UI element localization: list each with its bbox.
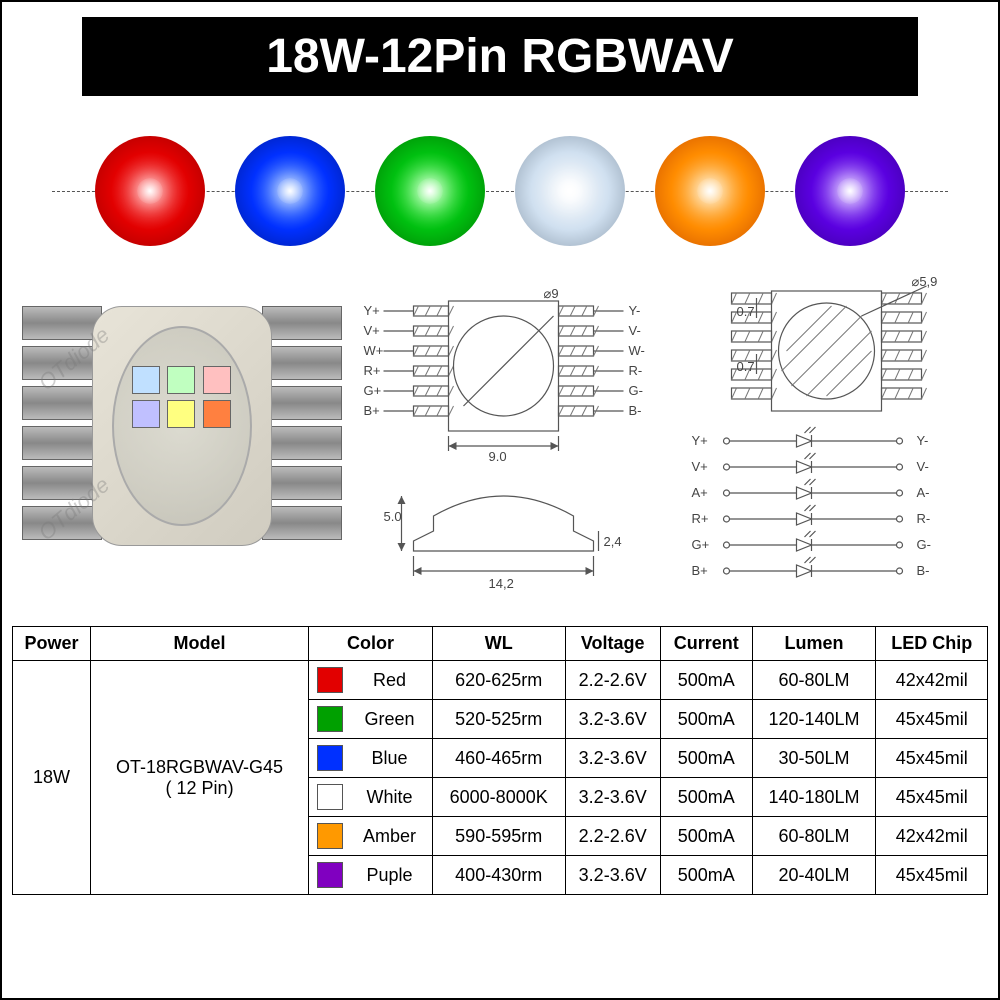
- cell-lm: 120-140LM: [752, 700, 876, 739]
- svg-text:V+: V+: [364, 323, 380, 338]
- svg-text:V-: V-: [917, 459, 929, 474]
- svg-text:B+: B+: [692, 563, 708, 578]
- svg-text:G-: G-: [917, 537, 931, 552]
- diagram-footprint-circuit: ⌀5,9 0.7 0.7 Y+ Y- V+ V- A+ A- R+ R- G+ G- B+ B-: [675, 276, 978, 596]
- svg-text:G+: G+: [692, 537, 710, 552]
- cell-lm: 30-50LM: [752, 739, 876, 778]
- svg-text:W+: W+: [364, 343, 384, 358]
- table-row: 18WOT-18RGBWAV-G45( 12 Pin)Red620-625rm2…: [13, 661, 988, 700]
- cell-v: 2.2-2.6V: [565, 817, 660, 856]
- swatch-red: [95, 136, 205, 246]
- cell-lm: 140-180LM: [752, 778, 876, 817]
- svg-text:⌀9: ⌀9: [544, 286, 559, 301]
- cell-lm: 60-80LM: [752, 817, 876, 856]
- svg-text:B+: B+: [364, 403, 380, 418]
- cell-chip: 45x45mil: [876, 700, 988, 739]
- tech-diagrams: Y+ V+ W+ R+ G+ B+ Y- V- W- R- G- B- ⌀9: [352, 276, 978, 596]
- svg-text:V-: V-: [629, 323, 641, 338]
- led-chips: [132, 366, 232, 428]
- color-swatch-row: [2, 136, 998, 246]
- cell-i: 500mA: [660, 700, 752, 739]
- swatch-blue: [235, 136, 345, 246]
- svg-text:5.0: 5.0: [384, 509, 402, 524]
- svg-text:R-: R-: [629, 363, 643, 378]
- svg-text:14,2: 14,2: [489, 576, 514, 591]
- cell-lm: 20-40LM: [752, 856, 876, 895]
- cell-chip: 42x42mil: [876, 661, 988, 700]
- swatch-green: [375, 136, 485, 246]
- cell-color: Green: [309, 700, 433, 739]
- page-title: 18W-12Pin RGBWAV: [82, 17, 918, 96]
- cell-v: 2.2-2.6V: [565, 661, 660, 700]
- cell-chip: 42x42mil: [876, 817, 988, 856]
- col-header: Model: [91, 627, 309, 661]
- cell-wl: 520-525rm: [432, 700, 565, 739]
- col-header: Power: [13, 627, 91, 661]
- cell-color: Amber: [309, 817, 433, 856]
- led-photo: OTdiode OTdiode: [22, 276, 342, 576]
- svg-text:Y+: Y+: [364, 303, 380, 318]
- table-header: PowerModelColorWLVoltageCurrentLumenLED …: [13, 627, 988, 661]
- cell-wl: 400-430rm: [432, 856, 565, 895]
- col-header: Current: [660, 627, 752, 661]
- diagram-top-side: Y+ V+ W+ R+ G+ B+ Y- V- W- R- G- B- ⌀9: [352, 276, 655, 596]
- svg-text:W-: W-: [629, 343, 645, 358]
- svg-text:⌀5,9: ⌀5,9: [912, 276, 938, 289]
- col-header: LED Chip: [876, 627, 988, 661]
- svg-text:G-: G-: [629, 383, 643, 398]
- cell-i: 500mA: [660, 817, 752, 856]
- spec-table: PowerModelColorWLVoltageCurrentLumenLED …: [12, 626, 988, 895]
- cell-lm: 60-80LM: [752, 661, 876, 700]
- svg-text:Y-: Y-: [917, 433, 929, 448]
- svg-text:Y-: Y-: [629, 303, 641, 318]
- cell-chip: 45x45mil: [876, 856, 988, 895]
- svg-text:V+: V+: [692, 459, 708, 474]
- cell-i: 500mA: [660, 778, 752, 817]
- col-header: WL: [432, 627, 565, 661]
- cell-wl: 590-595rm: [432, 817, 565, 856]
- cell-color: Red: [309, 661, 433, 700]
- cell-v: 3.2-3.6V: [565, 739, 660, 778]
- cell-v: 3.2-3.6V: [565, 856, 660, 895]
- svg-text:R-: R-: [917, 511, 931, 526]
- svg-text:R+: R+: [692, 511, 709, 526]
- cell-color: White: [309, 778, 433, 817]
- svg-text:R+: R+: [364, 363, 381, 378]
- cell-i: 500mA: [660, 856, 752, 895]
- cell-wl: 460-465rm: [432, 739, 565, 778]
- col-header: Lumen: [752, 627, 876, 661]
- swatch-white: [515, 136, 625, 246]
- swatch-purple: [795, 136, 905, 246]
- svg-text:2,4: 2,4: [604, 534, 622, 549]
- cell-color: Puple: [309, 856, 433, 895]
- cell-model: OT-18RGBWAV-G45( 12 Pin): [91, 661, 309, 895]
- cell-i: 500mA: [660, 739, 752, 778]
- cell-wl: 6000-8000K: [432, 778, 565, 817]
- cell-wl: 620-625rm: [432, 661, 565, 700]
- svg-text:0.7: 0.7: [737, 359, 755, 374]
- cell-v: 3.2-3.6V: [565, 778, 660, 817]
- mid-section: OTdiode OTdiode Y+ V+ W+ R+ G+ B+ Y- V- W- R- G- B…: [2, 276, 998, 616]
- swatch-amber: [655, 136, 765, 246]
- cell-v: 3.2-3.6V: [565, 700, 660, 739]
- svg-text:B-: B-: [917, 563, 930, 578]
- svg-text:A+: A+: [692, 485, 708, 500]
- cell-chip: 45x45mil: [876, 778, 988, 817]
- cell-chip: 45x45mil: [876, 739, 988, 778]
- svg-text:G+: G+: [364, 383, 382, 398]
- cell-power: 18W: [13, 661, 91, 895]
- svg-text:9.0: 9.0: [489, 449, 507, 464]
- svg-text:A-: A-: [917, 485, 930, 500]
- svg-text:B-: B-: [629, 403, 642, 418]
- cell-color: Blue: [309, 739, 433, 778]
- pin-group-right: [262, 306, 342, 540]
- col-header: Voltage: [565, 627, 660, 661]
- cell-i: 500mA: [660, 661, 752, 700]
- svg-text:Y+: Y+: [692, 433, 708, 448]
- col-header: Color: [309, 627, 433, 661]
- svg-text:0.7: 0.7: [737, 304, 755, 319]
